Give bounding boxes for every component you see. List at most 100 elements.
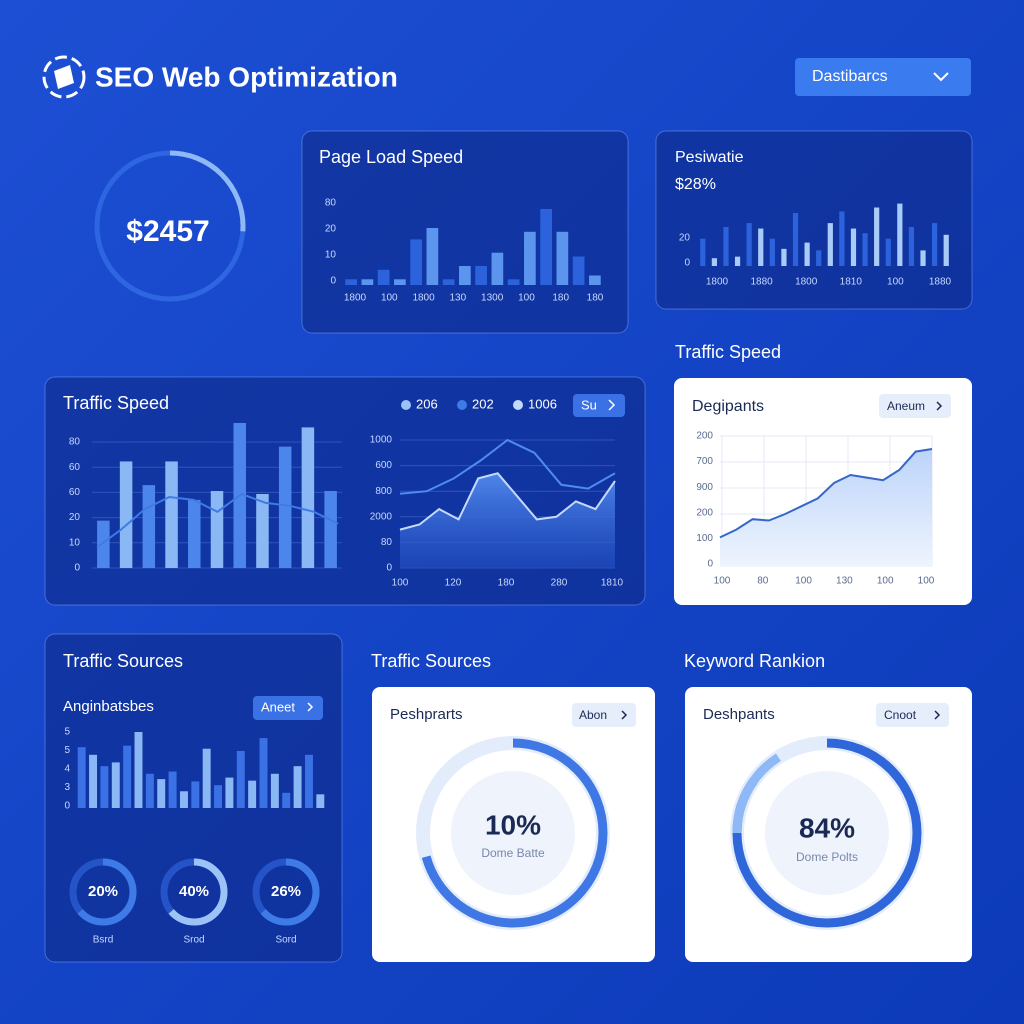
bar [293,766,302,808]
card-title: Degipants [692,398,764,415]
panel-title: Pesiwatie [675,149,744,166]
bar [524,231,536,285]
bar [700,238,706,266]
y-tick-label: 5 [64,727,70,738]
app-title: SEO Web Optimization [95,61,398,92]
bar [589,275,601,285]
y-tick-label: 80 [325,198,337,209]
button[interactable] [573,394,625,417]
ring-arc [732,738,922,928]
x-tick-label: 1800 [344,293,367,304]
bar [746,223,752,266]
chevron [608,399,616,411]
hero-value: $2457 [126,215,209,248]
line [719,448,933,539]
button-label: Abon [579,708,607,722]
bar [394,279,406,285]
y-tick-label: 10 [325,250,337,261]
card-title: Peshprarts [390,706,463,723]
chevron [307,702,314,712]
x-tick-label: 1800 [795,277,818,288]
y-tick-label: 80 [69,437,81,448]
x-tick-label: 130 [450,293,467,304]
bar [862,233,868,266]
legend-dot [513,400,523,410]
bar [142,485,156,568]
x-tick-label: 1800 [412,293,435,304]
x-tick-label: 1880 [929,277,952,288]
dropdown[interactable] [795,58,971,96]
button-label: Aneum [887,399,925,413]
bar [920,250,926,266]
bar [827,223,833,266]
panel-title: Traffic Speed [63,393,169,413]
button[interactable] [876,703,949,727]
x-tick-label: 180 [552,293,569,304]
bar [816,250,822,266]
chevron [933,72,949,82]
bar [188,499,201,568]
bar [507,279,520,285]
y-tick-label: 60 [69,462,81,473]
bar [572,256,585,285]
logo [42,55,86,99]
bar [316,794,325,808]
bar [248,780,257,808]
bar [301,427,315,568]
x-tick-label: 180 [498,578,515,589]
ring-arc [418,738,608,928]
bar [943,234,949,266]
bar [850,228,857,266]
bar [157,779,166,808]
bar [711,258,717,266]
legend-label: 206 [416,396,438,411]
x-tick-label: 100 [887,277,904,288]
bar [885,238,891,266]
x-tick-label: 100 [714,576,731,587]
bar [236,751,245,808]
y-tick-label: 10 [69,537,81,548]
button[interactable] [879,394,951,418]
ring-center [765,771,889,895]
section-heading: Traffic Speed [675,342,781,362]
bar [100,766,109,808]
y-tick-label: 20 [325,224,337,235]
line [399,438,616,495]
ring-label: Srod [183,935,204,946]
x-tick-label: 100 [381,293,398,304]
button[interactable] [253,696,323,720]
panel-title: Traffic Sources [63,651,183,671]
button-label: Aneet [261,699,295,714]
bar [324,491,337,568]
panel-title: Page Load Speed [319,147,463,167]
button-label: Cnoot [884,708,917,722]
bar [475,266,487,285]
y-tick-label: 0 [64,801,70,812]
bar [119,461,133,568]
y-tick-label: 80 [381,537,393,548]
x-tick-label: 1800 [706,277,729,288]
panel-subtitle: $28% [675,176,716,193]
bar [225,777,234,808]
bar [97,520,110,568]
bar [874,207,880,266]
y-tick-label: 0 [74,563,80,574]
y-tick-label: 60 [69,487,81,498]
y-tick-label: 0 [330,276,336,287]
bar [191,781,200,808]
section-heading: Keyword Rankion [684,651,825,671]
bar [345,279,357,285]
ring-center [451,771,575,895]
bar [410,239,422,285]
x-tick-label: 180 [587,293,604,304]
card-title: Deshpants [703,706,775,723]
bar [556,231,569,285]
bar [111,762,120,808]
bar [426,228,439,285]
bar [123,745,132,808]
bar [442,279,455,285]
bar [202,748,211,808]
panel-subtitle: Anginbatsbes [63,698,154,715]
button[interactable] [572,703,636,727]
